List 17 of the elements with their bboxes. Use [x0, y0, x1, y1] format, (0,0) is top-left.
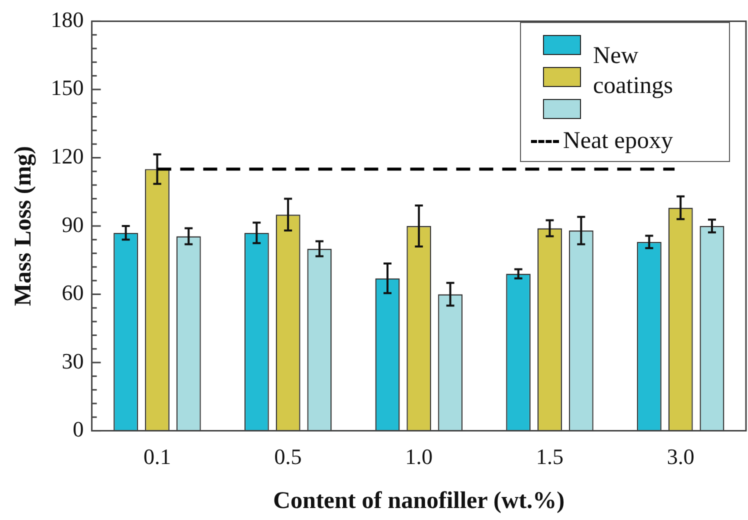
- x-tick-label: 3.0: [666, 444, 694, 469]
- y-tick-label: 60: [62, 280, 84, 306]
- y-tick-label: 30: [62, 348, 84, 374]
- y-tick-label: 180: [50, 6, 84, 32]
- x-axis-title: Content of nanofiller (wt.%): [273, 488, 565, 514]
- y-tick-label: 0: [72, 416, 84, 442]
- x-tick-label: 1.0: [405, 444, 433, 469]
- x-tick-label: 0.1: [143, 444, 171, 469]
- y-tick-label: 120: [50, 144, 84, 169]
- legend: New coatings Neat epoxy: [520, 22, 730, 162]
- y-tick-label: 90: [62, 212, 84, 237]
- legend-title: New coatings: [593, 42, 674, 101]
- x-tick-label: 1.5: [536, 444, 564, 469]
- y-tick-label: 150: [50, 75, 84, 100]
- y-axis-title: Mass Loss (mg): [10, 146, 37, 306]
- x-tick-label: 0.5: [274, 444, 302, 469]
- legend-label: Neat epoxy: [563, 128, 673, 154]
